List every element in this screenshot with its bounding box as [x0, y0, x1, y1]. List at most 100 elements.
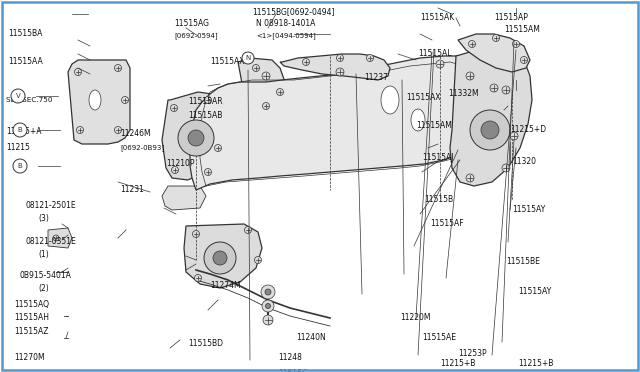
- Text: 11515AF: 11515AF: [430, 219, 463, 228]
- Circle shape: [513, 41, 520, 48]
- Circle shape: [204, 242, 236, 274]
- Text: 08121-0351E: 08121-0351E: [26, 237, 77, 247]
- Circle shape: [493, 35, 499, 42]
- Polygon shape: [48, 228, 72, 248]
- Text: 11215+A: 11215+A: [6, 128, 42, 137]
- Circle shape: [276, 89, 284, 96]
- Circle shape: [11, 89, 25, 103]
- Text: 11210P: 11210P: [166, 160, 195, 169]
- Polygon shape: [162, 92, 222, 180]
- Circle shape: [253, 64, 259, 71]
- Text: 11515AK: 11515AK: [420, 13, 454, 22]
- Text: 11215+B: 11215+B: [440, 359, 476, 369]
- Polygon shape: [184, 224, 262, 288]
- Circle shape: [214, 144, 221, 151]
- Circle shape: [510, 132, 518, 140]
- Ellipse shape: [381, 86, 399, 114]
- Text: [0692-0B93]: [0692-0B93]: [120, 145, 164, 151]
- Text: 11515BE: 11515BE: [506, 257, 540, 266]
- Circle shape: [178, 120, 214, 156]
- Circle shape: [74, 68, 81, 76]
- Text: 11515AE: 11515AE: [422, 334, 456, 343]
- Text: 11515BA: 11515BA: [8, 29, 42, 38]
- Text: 11515AG: 11515AG: [174, 19, 209, 29]
- Circle shape: [193, 231, 200, 237]
- Circle shape: [263, 315, 273, 325]
- Text: <1>[0494-0594]: <1>[0494-0594]: [256, 33, 316, 39]
- Text: 11515B: 11515B: [424, 196, 453, 205]
- Circle shape: [261, 285, 275, 299]
- Ellipse shape: [411, 109, 425, 131]
- Text: 11253P: 11253P: [458, 350, 486, 359]
- Circle shape: [367, 55, 374, 61]
- Polygon shape: [190, 56, 518, 190]
- Text: 11515AR: 11515AR: [188, 97, 223, 106]
- Text: 11515AA: 11515AA: [8, 58, 43, 67]
- Text: 11515AB: 11515AB: [188, 112, 222, 121]
- Text: 11215: 11215: [6, 144, 30, 153]
- Polygon shape: [458, 34, 530, 72]
- Text: 11515AM: 11515AM: [504, 26, 540, 35]
- Text: N: N: [245, 55, 251, 61]
- Text: 11515AH: 11515AH: [14, 314, 49, 323]
- Circle shape: [213, 251, 227, 265]
- Text: N 08918-1401A: N 08918-1401A: [256, 19, 316, 29]
- Circle shape: [481, 121, 499, 139]
- Text: 11515AY: 11515AY: [512, 205, 545, 215]
- Circle shape: [262, 72, 270, 80]
- Text: 11215+D: 11215+D: [510, 125, 546, 135]
- Polygon shape: [280, 54, 390, 80]
- Polygon shape: [68, 60, 130, 144]
- Circle shape: [195, 275, 202, 282]
- Circle shape: [470, 110, 510, 150]
- Text: 11320: 11320: [512, 157, 536, 167]
- Text: 11515AM: 11515AM: [416, 122, 452, 131]
- Text: [0692-0594]: [0692-0594]: [174, 33, 218, 39]
- Text: 11332M: 11332M: [448, 90, 479, 99]
- Text: 11274M: 11274M: [210, 282, 241, 291]
- Text: 11237: 11237: [364, 74, 388, 83]
- Text: 11240N: 11240N: [296, 334, 326, 343]
- Circle shape: [520, 57, 527, 64]
- Polygon shape: [162, 186, 206, 210]
- Circle shape: [466, 72, 474, 80]
- Circle shape: [265, 289, 271, 295]
- Circle shape: [336, 68, 344, 76]
- Circle shape: [205, 96, 211, 103]
- Circle shape: [122, 96, 129, 103]
- Circle shape: [337, 55, 344, 61]
- Circle shape: [13, 123, 27, 137]
- Circle shape: [436, 60, 444, 68]
- Text: 11515AP: 11515AP: [494, 13, 528, 22]
- Text: 08121-2501E: 08121-2501E: [26, 202, 77, 211]
- Text: 11515AQ: 11515AQ: [14, 299, 49, 308]
- Polygon shape: [450, 48, 532, 186]
- Text: 11246M: 11246M: [120, 129, 150, 138]
- Text: 11515BG[0692-0494]: 11515BG[0692-0494]: [252, 7, 335, 16]
- Circle shape: [188, 130, 204, 146]
- Text: 11515C: 11515C: [278, 369, 307, 372]
- Circle shape: [468, 41, 476, 48]
- Text: SEE SEC.750: SEE SEC.750: [6, 97, 52, 103]
- Circle shape: [53, 235, 59, 241]
- Text: 11515AX: 11515AX: [406, 93, 440, 103]
- Text: 11270M: 11270M: [14, 353, 45, 362]
- Circle shape: [244, 227, 252, 234]
- Circle shape: [266, 304, 271, 308]
- Text: 11248: 11248: [278, 353, 302, 362]
- Circle shape: [262, 103, 269, 109]
- Text: (2): (2): [38, 283, 49, 292]
- Text: B: B: [18, 163, 22, 169]
- Polygon shape: [238, 58, 290, 114]
- Circle shape: [255, 257, 262, 263]
- Circle shape: [13, 159, 27, 173]
- Text: 11515AJ: 11515AJ: [422, 154, 454, 163]
- Circle shape: [115, 126, 122, 134]
- Circle shape: [170, 105, 177, 112]
- Circle shape: [172, 167, 179, 173]
- Circle shape: [77, 126, 83, 134]
- Circle shape: [490, 84, 498, 92]
- Text: 11515AX: 11515AX: [210, 58, 244, 67]
- Text: 11515AZ: 11515AZ: [14, 327, 49, 337]
- Text: B: B: [18, 127, 22, 133]
